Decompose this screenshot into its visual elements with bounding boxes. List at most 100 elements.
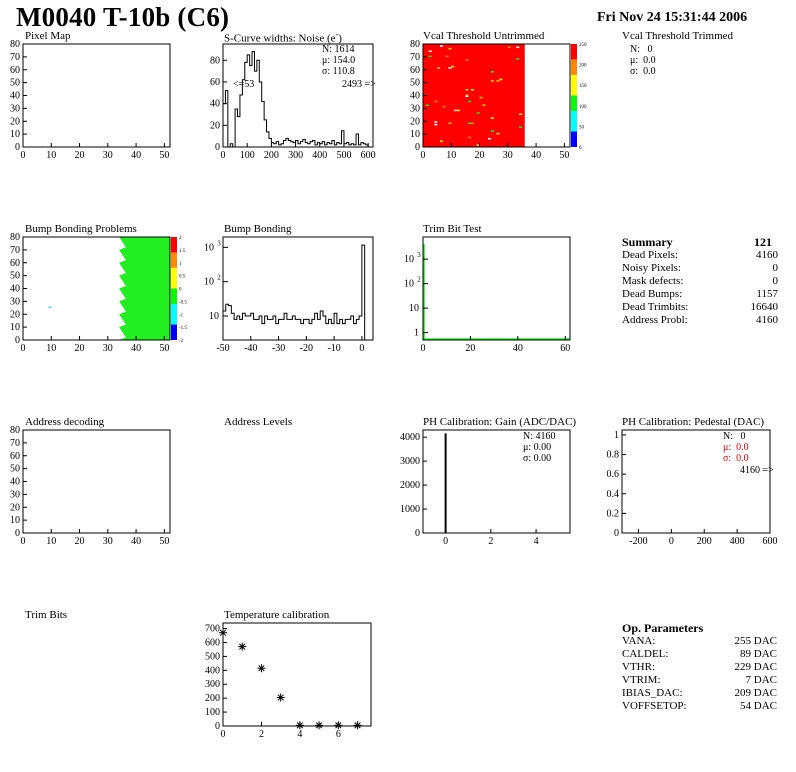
- vcal-speckle: [428, 55, 432, 58]
- x-tick-label: -30: [272, 343, 285, 354]
- ph-pedestal-overflow: 4160 =>: [740, 465, 774, 476]
- bump-palette-label: 0: [179, 288, 182, 293]
- x-tick-label: -200: [629, 536, 647, 547]
- vcal-speckle: [468, 136, 472, 139]
- vcal-palette-segment: [571, 110, 577, 132]
- x-tick-label: -10: [327, 343, 340, 354]
- vcal-speckle: [434, 121, 438, 123]
- date-stamp: Fri Nov 24 15:31:44 2006: [597, 10, 748, 25]
- scurve-underflow: <=53: [233, 79, 255, 90]
- x-tick-label: -50: [216, 343, 229, 354]
- y-tick-label: 0: [15, 142, 20, 153]
- y-tick-label: 10: [409, 303, 419, 314]
- pixel-map-title: Pixel Map: [25, 30, 71, 42]
- vcal-palette-label: 50: [579, 125, 585, 130]
- ph-pedestal-frame: [621, 429, 771, 534]
- y-tick-label: 80: [410, 39, 420, 50]
- summary-total: 121: [754, 235, 772, 249]
- bump-palette-label: -1: [179, 313, 184, 318]
- y-tick-label: 10: [209, 311, 219, 322]
- y-tick-label: 70: [10, 245, 20, 256]
- scurve-overflow: 2493 =>: [342, 79, 376, 90]
- temperature-marker-stroke: [315, 722, 323, 729]
- y-tick-label: 50: [10, 464, 20, 475]
- vcal-speckle: [439, 45, 443, 47]
- op-param-value: 7 DAC: [745, 674, 777, 686]
- vcal-speckle: [465, 94, 469, 96]
- x-tick-label: 10: [46, 150, 56, 161]
- x-tick-label: 400: [312, 150, 327, 161]
- op-params-title: Op. Parameters: [622, 621, 704, 635]
- ph-gain-bar: [444, 433, 447, 533]
- x-tick-label: 40: [131, 343, 141, 354]
- y-tick-label: 0: [415, 528, 420, 539]
- op-param-label: VTRIM:: [622, 674, 661, 686]
- y-tick-label: 2000: [400, 480, 420, 491]
- y-tick-label: 10: [10, 515, 20, 526]
- x-tick-label: 20: [75, 150, 85, 161]
- vcal-speckle: [451, 65, 455, 68]
- vcal-speckle: [456, 109, 460, 112]
- y-tick-label: 30: [10, 103, 20, 114]
- y-tick-label: 100: [205, 707, 220, 718]
- summary-label: Address Probl:: [622, 314, 688, 326]
- y-tick-label: 20: [410, 116, 420, 127]
- bump-bonding-histogram: [222, 244, 368, 341]
- vcal-untrimmed-title: Vcal Threshold Untrimmed: [423, 30, 545, 42]
- ph-gain-title: PH Calibration: Gain (ADC/DAC): [423, 416, 577, 428]
- y-tick-label: 400: [205, 665, 220, 676]
- x-tick-label: 30: [103, 150, 113, 161]
- y-tick-exponent: 2: [417, 276, 421, 284]
- x-tick-label: 30: [103, 343, 113, 354]
- vcal-palette-segment: [571, 95, 577, 111]
- x-tick-label: 30: [503, 150, 513, 161]
- bump-bonding-title: Bump Bonding: [224, 223, 292, 235]
- x-tick-label: 200: [264, 150, 279, 161]
- x-tick-label: 50: [559, 150, 569, 161]
- vcal-speckle: [490, 80, 494, 82]
- vcal-speckle: [499, 78, 503, 81]
- bump-palette-label: -1.5: [179, 326, 187, 331]
- vcal-speckle: [519, 113, 523, 116]
- vcal-speckle: [448, 122, 452, 125]
- vcal-speckle: [437, 67, 441, 69]
- y-tick-label: 1: [614, 430, 619, 441]
- x-tick-label: 50: [159, 150, 169, 161]
- y-tick-exponent: 2: [217, 274, 221, 282]
- temperature-marker-stroke: [277, 694, 284, 701]
- vcal-speckle: [425, 104, 429, 107]
- pixel-map-frame: [22, 43, 171, 148]
- bump-palette-segment: [171, 267, 177, 289]
- vcal-palette-segment: [571, 59, 577, 75]
- temperature-point: [238, 642, 247, 651]
- vcal-speckle: [454, 109, 458, 112]
- bump-palette-label: -2: [179, 339, 184, 344]
- x-tick-label: 100: [240, 150, 255, 161]
- x-tick-label: 0: [359, 343, 364, 354]
- vcal-speckle: [465, 95, 469, 97]
- y-tick-label: 40: [10, 284, 20, 295]
- bump-palette-segment: [171, 237, 177, 253]
- x-tick-label: 10: [446, 150, 456, 161]
- x-tick-label: 200: [697, 536, 712, 547]
- y-tick-label: 0: [15, 528, 20, 539]
- bump-palette-label: 0.5: [179, 275, 186, 280]
- bump-palette-segment: [171, 288, 177, 304]
- y-tick-label: 20: [210, 120, 220, 131]
- scurve-histogram: [222, 51, 371, 148]
- y-tick-label: 10: [10, 322, 20, 333]
- op-params-table: Op. Parameters VANA: 255 DAC CALDEL: 89 DA…: [622, 622, 777, 713]
- vcal-speckle: [468, 122, 472, 125]
- x-tick-label: 40: [131, 536, 141, 547]
- vcal-speckle: [448, 67, 452, 69]
- x-tick-label: 600: [763, 536, 778, 547]
- y-tick-label: 0: [215, 721, 220, 732]
- y-tick-label: 70: [410, 52, 420, 63]
- vcal-trimmed-stats: N: 0 μ: 0.0 σ: 0.0: [630, 44, 656, 77]
- vcal-palette-label: 150: [579, 84, 587, 89]
- y-tick-label: 60: [10, 65, 20, 76]
- op-param-value: 209 DAC: [734, 687, 777, 699]
- page-title: M0040 T-10b (C6): [16, 2, 230, 32]
- y-tick-label: 40: [410, 91, 420, 102]
